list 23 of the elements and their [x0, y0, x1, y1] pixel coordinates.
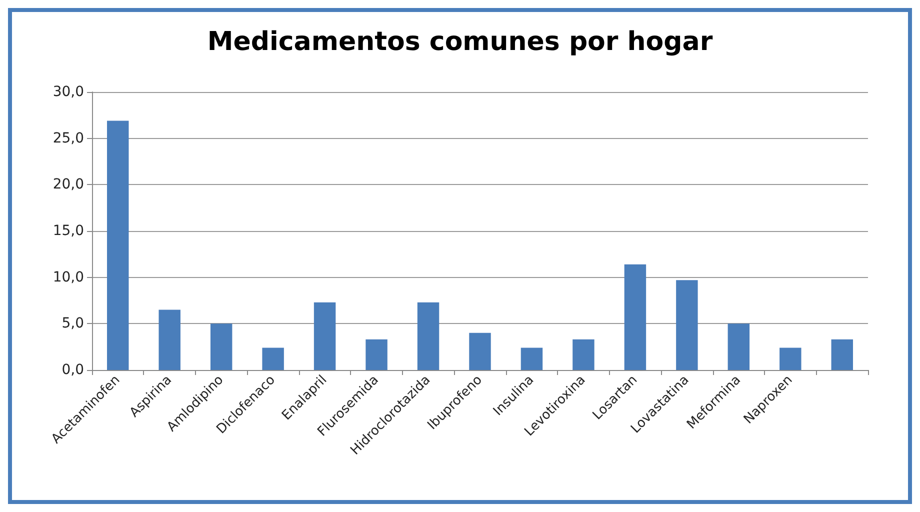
bar: [676, 280, 698, 370]
bar: [831, 339, 853, 370]
y-tick-label: 10,0: [52, 269, 84, 286]
bar: [314, 302, 336, 370]
bar: [107, 120, 129, 370]
bar: [158, 310, 180, 370]
bar: [366, 339, 388, 370]
y-tick-label: 20,0: [52, 176, 84, 193]
y-tick-label: 15,0: [52, 223, 84, 239]
y-tick-label: 0,0: [62, 362, 84, 378]
bar: [417, 302, 440, 370]
bar: [210, 324, 232, 370]
bar: [624, 264, 646, 370]
bar: [780, 348, 802, 370]
chart-title: Medicamentos comunes por hogar: [207, 27, 713, 57]
bar: [572, 339, 594, 370]
bar: [728, 324, 750, 370]
bar: [262, 348, 284, 370]
y-tick-label: 30,0: [52, 84, 84, 100]
bar: [469, 332, 491, 370]
y-tick-label: 25,0: [52, 130, 84, 146]
bar: [520, 348, 543, 370]
y-tick-label: 5,0: [62, 316, 84, 332]
